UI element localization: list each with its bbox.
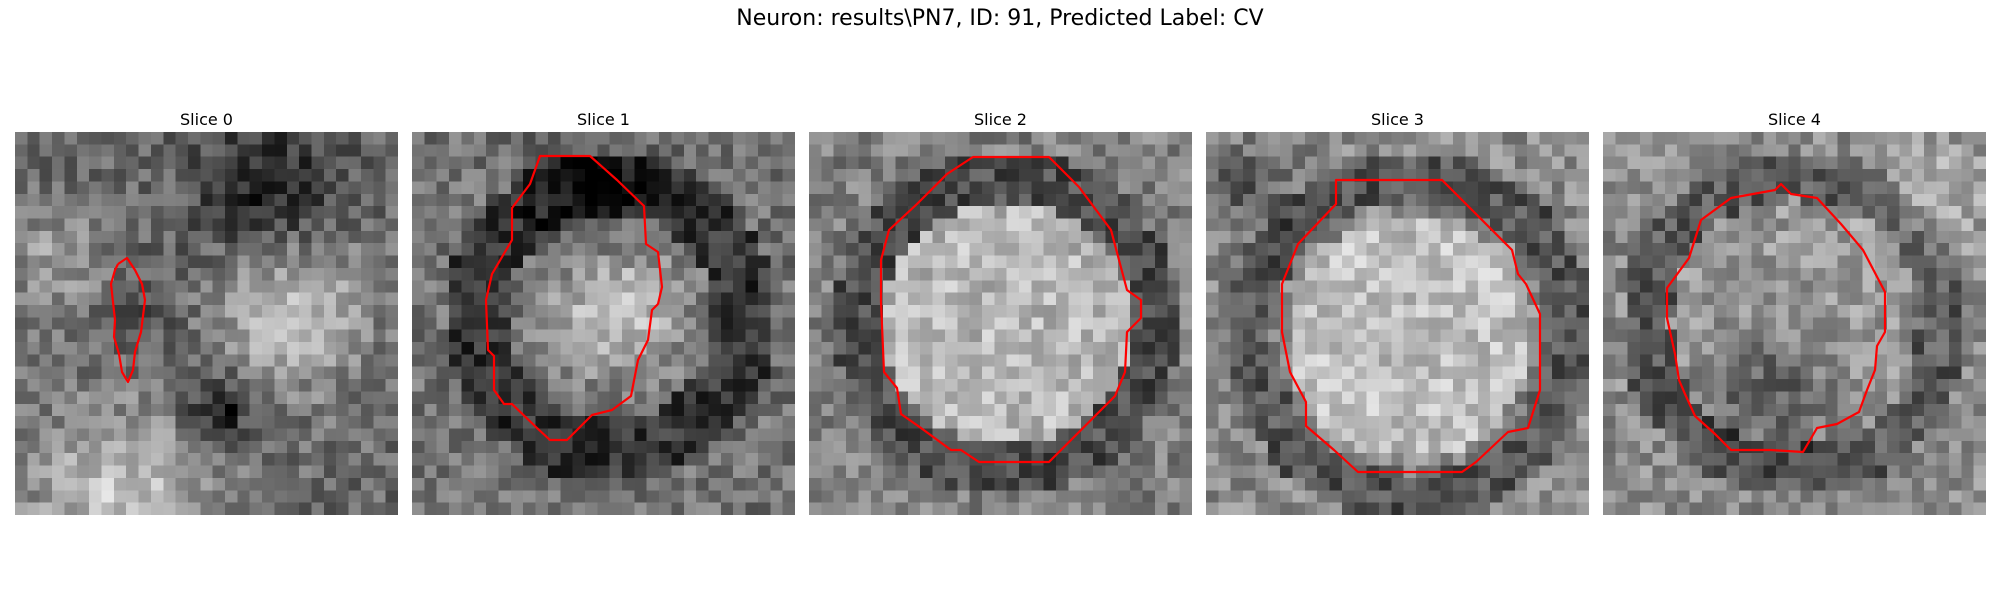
grayscale-image-0 <box>15 132 398 515</box>
grayscale-image-1 <box>412 132 795 515</box>
segmentation-contour-4 <box>1665 182 1887 454</box>
contour-overlay-0 <box>109 256 147 384</box>
slice-image-3 <box>1206 132 1589 515</box>
slice-panel-2: Slice 2 <box>809 108 1192 515</box>
slice-panel-3: Slice 3 <box>1206 108 1589 515</box>
slice-panel-0: Slice 0 <box>15 108 398 515</box>
figure-title: Neuron: results\PN7, ID: 91, Predicted L… <box>736 6 1264 31</box>
slice-title-0: Slice 0 <box>180 110 233 129</box>
slice-title-3: Slice 3 <box>1371 110 1424 129</box>
segmentation-contour-3 <box>1280 178 1542 474</box>
slice-image-4 <box>1603 132 1986 515</box>
segmentation-contour-1 <box>484 154 664 442</box>
slice-panel-4: Slice 4 <box>1603 108 1986 515</box>
slice-image-0 <box>15 132 398 515</box>
segmentation-contour-2 <box>879 155 1143 464</box>
contour-overlay-2 <box>879 155 1143 464</box>
slice-title-4: Slice 4 <box>1768 110 1821 129</box>
contour-overlay-1 <box>484 154 664 442</box>
slice-image-1 <box>412 132 795 515</box>
contour-overlay-3 <box>1280 178 1542 474</box>
grayscale-image-2 <box>809 132 1192 515</box>
slice-image-2 <box>809 132 1192 515</box>
slice-title-2: Slice 2 <box>974 110 1027 129</box>
segmentation-contour-0 <box>109 256 147 384</box>
slice-title-1: Slice 1 <box>577 110 630 129</box>
contour-overlay-4 <box>1665 182 1887 454</box>
slice-panel-1: Slice 1 <box>412 108 795 515</box>
grayscale-image-3 <box>1206 132 1589 515</box>
